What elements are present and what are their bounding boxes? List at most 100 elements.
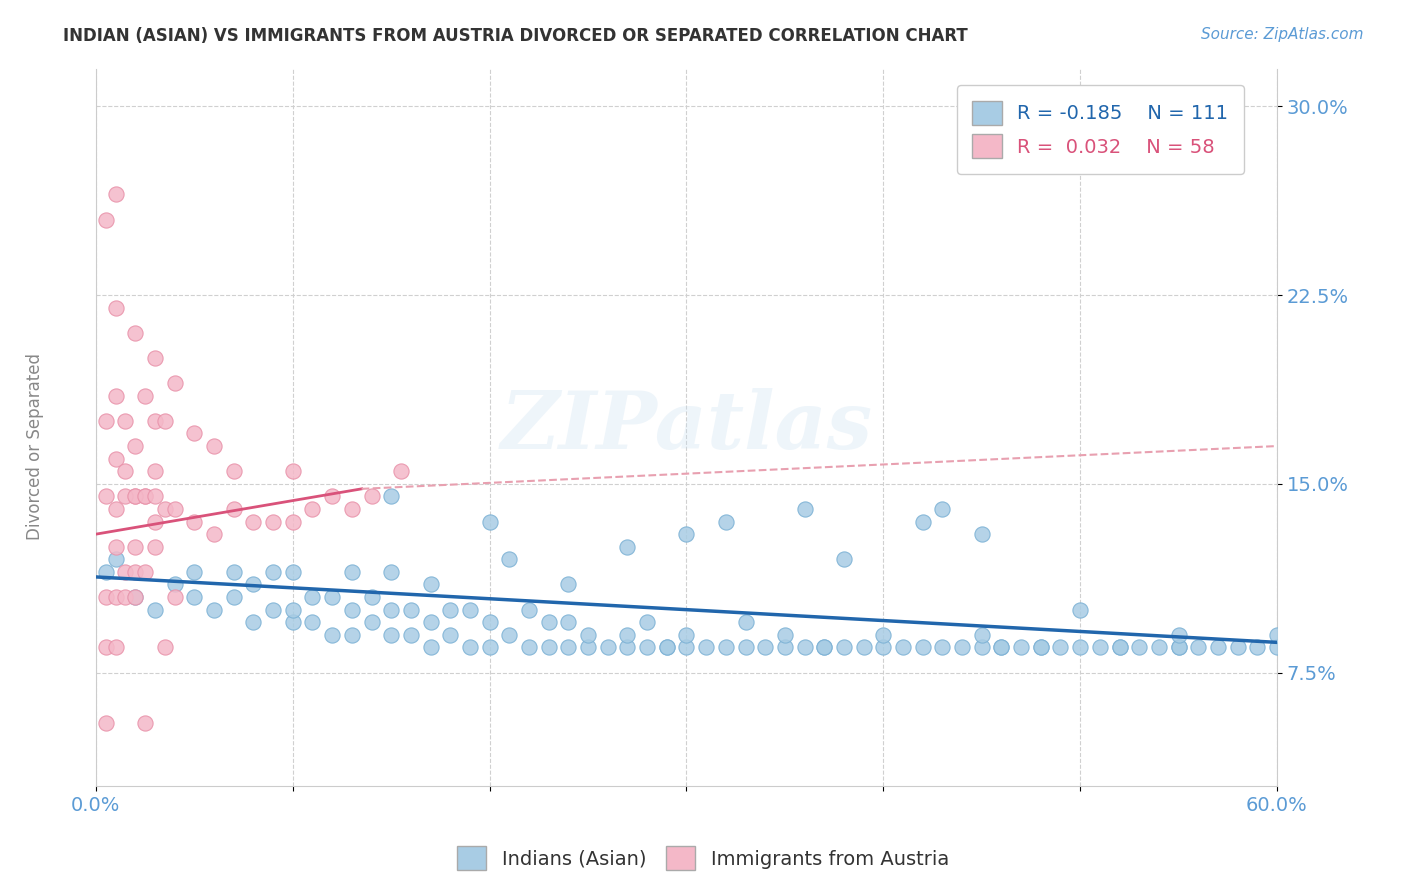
Point — [832, 552, 855, 566]
Point — [734, 640, 756, 655]
Point — [537, 640, 560, 655]
Point — [104, 590, 127, 604]
Point — [931, 640, 953, 655]
Point — [1069, 640, 1091, 655]
Point — [360, 615, 382, 630]
Point — [557, 640, 579, 655]
Point — [576, 640, 599, 655]
Point — [114, 489, 136, 503]
Point — [143, 489, 166, 503]
Point — [557, 615, 579, 630]
Point — [439, 602, 461, 616]
Point — [970, 527, 993, 541]
Point — [153, 502, 176, 516]
Legend: R = -0.185    N = 111, R =  0.032    N = 58: R = -0.185 N = 111, R = 0.032 N = 58 — [957, 86, 1244, 174]
Point — [911, 640, 934, 655]
Point — [134, 389, 156, 403]
Point — [281, 602, 304, 616]
Point — [143, 414, 166, 428]
Point — [124, 590, 146, 604]
Point — [773, 628, 796, 642]
Point — [143, 464, 166, 478]
Text: Divorced or Separated: Divorced or Separated — [27, 352, 44, 540]
Point — [281, 464, 304, 478]
Point — [124, 439, 146, 453]
Point — [616, 540, 638, 554]
Point — [94, 590, 117, 604]
Point — [104, 502, 127, 516]
Point — [202, 527, 225, 541]
Point — [143, 602, 166, 616]
Point — [1069, 602, 1091, 616]
Point — [104, 552, 127, 566]
Point — [695, 640, 717, 655]
Point — [94, 489, 117, 503]
Point — [1128, 640, 1150, 655]
Point — [104, 389, 127, 403]
Point — [1108, 640, 1130, 655]
Point — [419, 615, 441, 630]
Point — [1265, 628, 1288, 642]
Point — [1029, 640, 1052, 655]
Point — [242, 577, 264, 591]
Point — [134, 489, 156, 503]
Point — [262, 602, 284, 616]
Point — [458, 602, 481, 616]
Point — [1049, 640, 1071, 655]
Point — [498, 628, 520, 642]
Point — [124, 489, 146, 503]
Point — [557, 577, 579, 591]
Point — [813, 640, 835, 655]
Point — [281, 515, 304, 529]
Point — [832, 640, 855, 655]
Point — [655, 640, 678, 655]
Point — [222, 502, 245, 516]
Point — [134, 565, 156, 579]
Point — [124, 489, 146, 503]
Point — [94, 640, 117, 655]
Point — [153, 414, 176, 428]
Point — [183, 590, 205, 604]
Point — [94, 414, 117, 428]
Point — [242, 615, 264, 630]
Point — [380, 602, 402, 616]
Point — [202, 602, 225, 616]
Point — [380, 628, 402, 642]
Point — [478, 640, 501, 655]
Point — [124, 565, 146, 579]
Point — [222, 590, 245, 604]
Point — [478, 615, 501, 630]
Point — [813, 640, 835, 655]
Point — [458, 640, 481, 655]
Point — [94, 715, 117, 730]
Point — [1167, 628, 1189, 642]
Point — [104, 640, 127, 655]
Point — [134, 489, 156, 503]
Point — [537, 615, 560, 630]
Point — [872, 640, 894, 655]
Point — [714, 515, 737, 529]
Point — [576, 628, 599, 642]
Point — [773, 640, 796, 655]
Point — [950, 640, 973, 655]
Point — [616, 628, 638, 642]
Point — [94, 565, 117, 579]
Point — [321, 628, 343, 642]
Point — [281, 565, 304, 579]
Point — [970, 640, 993, 655]
Point — [242, 515, 264, 529]
Point — [1108, 640, 1130, 655]
Point — [793, 502, 815, 516]
Point — [793, 640, 815, 655]
Point — [143, 515, 166, 529]
Point — [439, 628, 461, 642]
Point — [183, 565, 205, 579]
Point — [360, 590, 382, 604]
Point — [852, 640, 875, 655]
Point — [124, 326, 146, 340]
Point — [321, 489, 343, 503]
Point — [596, 640, 619, 655]
Point — [636, 615, 658, 630]
Point — [114, 590, 136, 604]
Point — [399, 628, 422, 642]
